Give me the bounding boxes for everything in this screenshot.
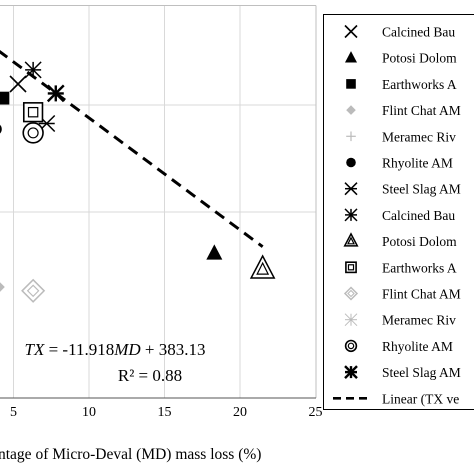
legend-item: Steel Slag AM [344,182,461,197]
legend-marker [346,157,356,168]
legend-label: Potosi Dolom [382,51,457,66]
trendline-line [0,49,264,248]
legend-item: Potosi Dolom [343,232,457,249]
regression-equation: TX = -11.918MD + 383.13 [24,340,205,359]
legend-item: Rhyolite AM [346,156,453,171]
legend-label: Meramec Riv [382,129,456,144]
legend-label: Flint Chat AM [382,103,461,118]
legend-marker [344,313,358,327]
legend-label: Potosi Dolom [382,234,457,249]
data-point [24,61,42,79]
legend-item: Linear (TX ve [333,391,459,406]
data-point [0,282,5,292]
legend-item: Meramec Riv [346,129,456,144]
x-tick-label: 20 [233,405,247,420]
legend-marker [345,261,357,274]
data-point [22,122,44,144]
legend-marker [344,24,358,39]
grid [0,5,316,398]
legend-label: Flint Chat AM [382,287,461,302]
legend-label: Steel Slag AM [382,182,461,197]
legend-marker [346,131,356,142]
legend: Calcined Bau Potosi Dolom Earthworks A Flin… [323,14,474,410]
legend-item: Earthworks A [346,77,457,92]
x-tick-labels: 5 10 15 20 25 [10,405,323,420]
data-point [0,124,2,134]
legend-item: Rhyolite AM [344,339,453,354]
legend-item: Earthworks A [345,260,457,275]
data-point [206,244,223,260]
legend-label: Rhyolite AM [382,339,453,354]
legend-marker [344,365,358,379]
legend-label: Meramec Riv [382,313,456,328]
legend-marker [346,79,356,89]
legend-marker [344,339,358,353]
legend-label: Linear (TX ve [382,391,459,406]
legend-label: Calcined Bau [382,25,455,40]
legend-marker [344,208,358,222]
data-point [0,91,10,105]
data-point [22,102,44,123]
legend-label: Calcined Bau [382,208,455,223]
data-point [46,84,65,103]
data-point [9,75,27,93]
legend-marker [346,105,356,115]
plot-frame [0,5,317,399]
trendline [0,49,264,248]
legend-item: Steel Slag AM [344,365,461,380]
x-axis-label: ntage of Micro-Deval (MD) mass loss (%) [0,446,261,463]
x-tick-label: 10 [82,405,96,420]
legend-item: Calcined Bau [344,24,455,40]
r-squared-label: R² = 0.88 [118,366,182,385]
data-point [249,254,276,279]
x-tick-label: 5 [10,405,17,420]
legend-label: Earthworks A [382,260,457,275]
x-tick-label: 15 [158,405,172,420]
legend-marker [343,286,359,301]
legend-label: Rhyolite AM [382,156,453,171]
legend-label: Steel Slag AM [382,365,461,380]
legend-marker [343,232,359,247]
legend-marker [345,51,357,63]
legend-item: Flint Chat AM [346,103,461,118]
legend-marker [344,182,358,196]
legend-item: Flint Chat AM [343,286,461,302]
data-points [0,61,276,303]
data-point [21,278,46,303]
legend-item: Potosi Dolom [345,51,457,66]
x-tick-label: 25 [309,405,323,420]
legend-label: Earthworks A [382,77,457,92]
legend-item: Calcined Bau [344,208,455,223]
legend-item: Meramec Riv [344,313,456,328]
